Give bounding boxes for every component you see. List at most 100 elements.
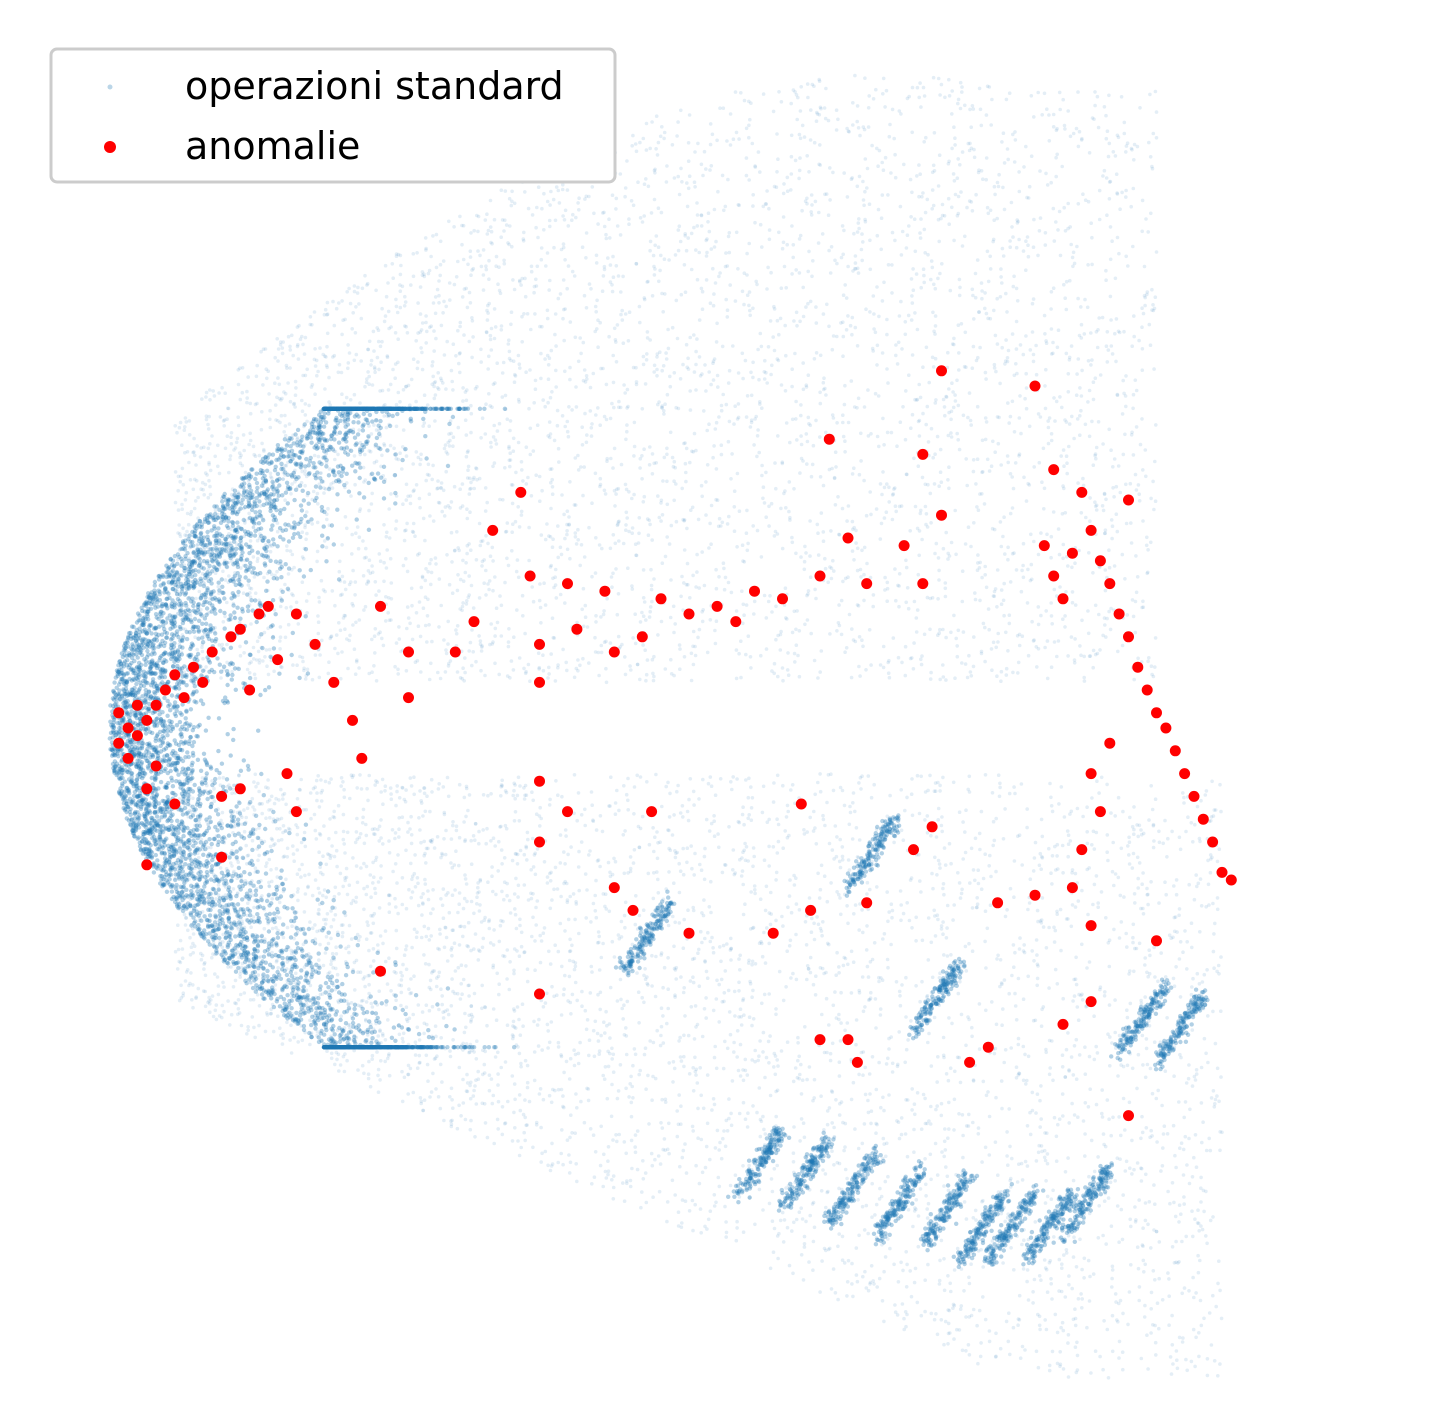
standard-point — [360, 406, 365, 411]
standard-point — [196, 636, 201, 641]
standard-point — [124, 653, 129, 659]
standard-point — [222, 491, 227, 497]
standard-point — [208, 804, 213, 810]
standard-point — [164, 785, 169, 790]
standard-point — [296, 531, 301, 536]
standard-point — [326, 1045, 331, 1050]
standard-point — [335, 1045, 340, 1050]
standard-point — [131, 668, 136, 674]
standard-point — [285, 454, 291, 459]
standard-point — [355, 432, 361, 437]
standard-point — [129, 817, 134, 823]
standard-point — [323, 1012, 328, 1018]
standard-point — [303, 822, 309, 827]
standard-point — [320, 533, 325, 538]
standard-point — [135, 803, 140, 808]
standard-point — [125, 743, 130, 749]
standard-point — [333, 1045, 338, 1050]
standard-point — [288, 981, 293, 986]
standard-point — [169, 889, 175, 894]
standard-point — [165, 770, 170, 776]
standard-point — [226, 915, 232, 920]
standard-point — [270, 483, 276, 489]
standard-point — [239, 545, 244, 550]
standard-point — [365, 1027, 370, 1033]
standard-point — [159, 851, 164, 856]
standard-point — [266, 685, 272, 690]
standard-point — [231, 553, 236, 559]
standard-point — [272, 504, 277, 509]
standard-point — [183, 721, 188, 727]
standard-point — [225, 944, 230, 950]
standard-point — [343, 973, 349, 978]
standard-point — [276, 493, 281, 498]
standard-point — [137, 771, 142, 776]
standard-point — [192, 616, 198, 622]
standard-point — [217, 770, 222, 776]
standard-point — [110, 696, 116, 701]
standard-point — [172, 685, 177, 690]
standard-point — [153, 736, 158, 741]
standard-point — [360, 406, 366, 411]
standard-point — [159, 632, 165, 637]
standard-point — [186, 578, 191, 583]
standard-point — [363, 406, 368, 411]
standard-point — [304, 456, 309, 462]
standard-point — [134, 620, 140, 625]
standard-point — [256, 728, 261, 733]
standard-point — [209, 841, 214, 847]
standard-point — [311, 430, 316, 435]
standard-point — [192, 782, 197, 788]
standard-point — [138, 754, 144, 760]
standard-point — [147, 803, 152, 808]
standard-point — [189, 641, 195, 646]
standard-point — [274, 457, 279, 463]
standard-point — [172, 700, 178, 705]
standard-point — [290, 535, 296, 540]
standard-point — [143, 687, 148, 693]
standard-point — [152, 719, 157, 724]
standard-point — [122, 779, 128, 784]
standard-point — [258, 884, 264, 890]
standard-point — [168, 872, 174, 877]
standard-point — [342, 436, 348, 442]
standard-point — [225, 672, 231, 677]
standard-point — [176, 577, 181, 582]
standard-point — [181, 833, 186, 839]
standard-point — [372, 1045, 377, 1050]
standard-point — [244, 489, 250, 494]
standard-point — [111, 697, 117, 702]
standard-point — [452, 1027, 457, 1032]
standard-point — [282, 1013, 287, 1018]
standard-point — [232, 528, 238, 534]
standard-point — [345, 1035, 351, 1041]
standard-point — [259, 771, 264, 777]
standard-point — [140, 775, 145, 781]
standard-point — [183, 740, 188, 746]
standard-point — [212, 534, 217, 539]
standard-point — [185, 773, 190, 778]
standard-point — [294, 1010, 299, 1016]
standard-point — [353, 442, 358, 448]
standard-point — [108, 730, 114, 736]
standard-point — [216, 597, 222, 602]
standard-point — [142, 601, 147, 606]
standard-point — [338, 418, 343, 423]
standard-point — [238, 768, 244, 773]
standard-point — [231, 498, 236, 503]
standard-point — [174, 632, 179, 637]
standard-point — [157, 729, 163, 735]
standard-point — [183, 755, 188, 760]
standard-point — [262, 473, 267, 479]
standard-point — [139, 744, 145, 749]
standard-point — [179, 734, 184, 739]
standard-point — [123, 705, 128, 710]
standard-point — [185, 839, 190, 844]
standard-operations-cloud — [107, 73, 1224, 1380]
standard-point — [400, 1007, 405, 1013]
standard-point — [190, 760, 195, 765]
standard-point — [145, 642, 150, 648]
standard-point — [197, 556, 202, 562]
standard-point — [262, 546, 268, 552]
standard-point — [191, 838, 196, 843]
